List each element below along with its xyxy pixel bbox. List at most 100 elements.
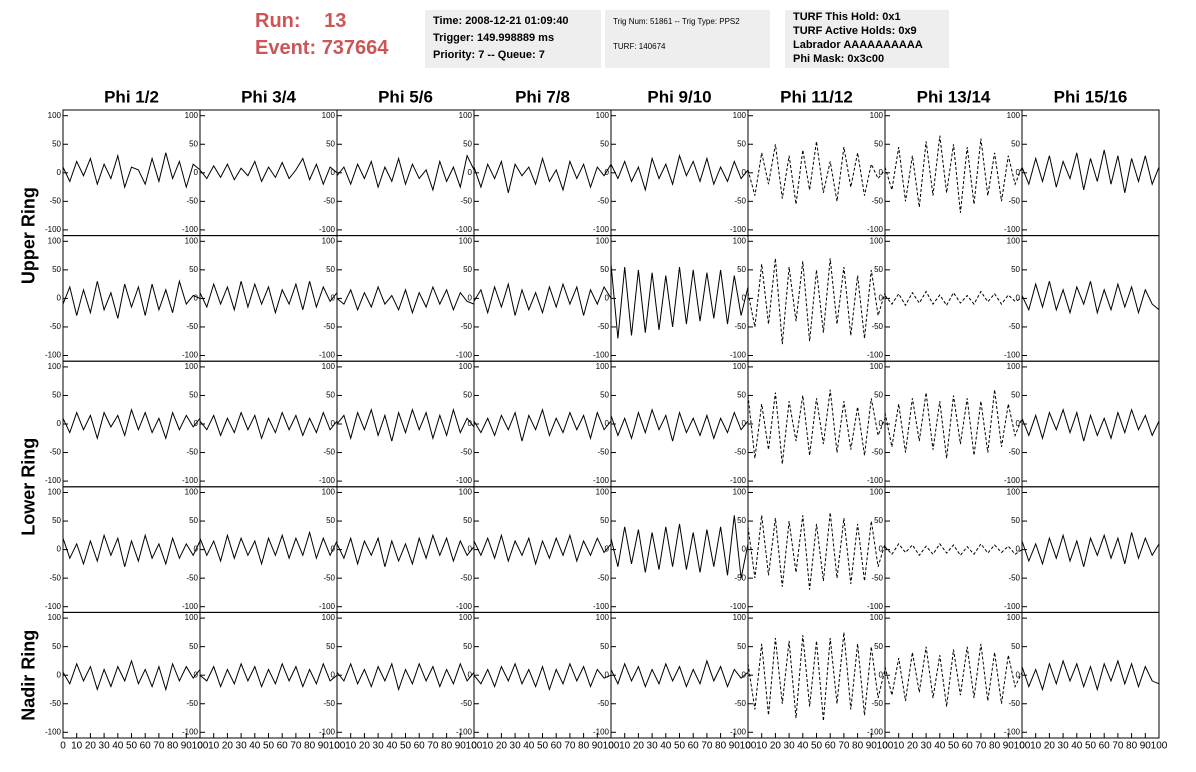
run-label: Run: (255, 10, 301, 32)
column-title: Phi 11/12 (780, 87, 853, 106)
y-tick-label: 0 (1016, 419, 1021, 428)
y-tick-label: -100 (867, 727, 884, 736)
y-tick-label: -50 (734, 699, 746, 708)
y-tick-label: -100 (456, 225, 473, 234)
y-tick-label: 50 (189, 391, 198, 400)
y-tick-label: -50 (597, 573, 609, 582)
x-tick-label: 80 (304, 741, 316, 752)
x-tick-label: 90 (1003, 741, 1015, 752)
x-tick-label: 40 (934, 741, 946, 752)
y-tick-label: 100 (48, 111, 62, 120)
y-tick-label: 0 (331, 545, 336, 554)
panel-frame (473, 360, 612, 488)
y-tick-label: -100 (593, 476, 610, 485)
y-tick-label: -50 (460, 448, 472, 457)
y-tick-label: 0 (605, 545, 610, 554)
y-tick-label: -50 (186, 699, 198, 708)
y-tick-label: 100 (459, 613, 473, 622)
y-tick-label: 0 (194, 419, 199, 428)
y-tick-label: 0 (605, 168, 610, 177)
panel-frame (1021, 109, 1160, 237)
x-tick-label: 50 (811, 741, 823, 752)
y-tick-label: -50 (1008, 196, 1020, 205)
y-tick-label: -50 (1008, 573, 1020, 582)
y-tick-label: 50 (600, 139, 609, 148)
y-tick-label: -100 (593, 351, 610, 360)
y-tick-label: -50 (186, 196, 198, 205)
y-tick-label: -50 (323, 448, 335, 457)
y-tick-label: 50 (463, 642, 472, 651)
y-tick-label: 0 (605, 670, 610, 679)
y-tick-label: 0 (879, 670, 884, 679)
x-tick-label: 90 (866, 741, 878, 752)
y-tick-label: 100 (322, 613, 336, 622)
x-tick-label: 60 (962, 741, 974, 752)
x-tick-label: 60 (551, 741, 563, 752)
info: TURF This Hold: 0x1 (793, 11, 901, 23)
y-tick-label: 0 (331, 168, 336, 177)
run: Run: 13 (255, 10, 346, 33)
x-tick-label: 10 (345, 741, 357, 752)
y-tick-label: -100 (319, 351, 336, 360)
y-tick-label: 50 (52, 516, 61, 525)
x-tick-label: 50 (400, 741, 412, 752)
x-tick-label: 60 (825, 741, 837, 752)
y-tick-label: 100 (322, 362, 336, 371)
info: TURF Active Holds: 0x9 (793, 25, 917, 37)
panel-frame (610, 235, 749, 362)
y-tick-label: -100 (867, 225, 884, 234)
panel-frame (199, 360, 338, 488)
y-tick-label: 0 (57, 545, 62, 554)
info: Trig Num: 51861 -- Trig Type: PPS2 (613, 17, 740, 26)
y-tick-label: -50 (323, 573, 335, 582)
y-tick-label: -50 (49, 196, 61, 205)
x-tick-label: 70 (838, 741, 850, 752)
waveform (336, 154, 475, 192)
y-tick-label: -100 (1004, 351, 1021, 360)
panel-frame (473, 235, 612, 362)
waveform (473, 282, 612, 316)
y-tick-label: -50 (1008, 322, 1020, 331)
panel-frame (336, 360, 475, 488)
y-tick-label: 0 (879, 545, 884, 554)
x-tick-label: 10 (1030, 741, 1042, 752)
y-tick-label: 100 (48, 236, 62, 245)
y-tick-label: 0 (1016, 670, 1021, 679)
y-tick-label: -50 (186, 573, 198, 582)
x-tick-label: 20 (359, 741, 371, 752)
y-tick-label: -100 (45, 351, 62, 360)
y-tick-label: 100 (870, 111, 884, 120)
x-tick-label: 80 (852, 741, 864, 752)
trig-box: Trig Num: 51861 -- Trig Type: PPS2 TURF:… (605, 10, 770, 68)
y-tick-label: -100 (182, 476, 199, 485)
y-tick-label: 50 (874, 391, 883, 400)
y-tick-label: 100 (48, 362, 62, 371)
y-tick-label: 0 (742, 545, 747, 554)
y-tick-label: 100 (459, 111, 473, 120)
y-tick-label: -50 (734, 196, 746, 205)
x-tick-label: 100 (603, 741, 620, 752)
info: Priority: 7 -- Queue: 7 (433, 49, 545, 61)
x-tick-label: 0 (608, 741, 614, 752)
x-tick-label: 70 (1112, 741, 1124, 752)
x-tick-label: 10 (619, 741, 631, 752)
y-tick-label: -50 (871, 573, 883, 582)
panel-frame (199, 235, 338, 362)
y-tick-label: 50 (326, 516, 335, 525)
y-tick-label: 100 (870, 362, 884, 371)
x-tick-label: 0 (197, 741, 203, 752)
y-tick-label: 50 (1011, 265, 1020, 274)
panel-frame (747, 109, 886, 237)
y-tick-label: -50 (186, 322, 198, 331)
y-tick-label: 50 (737, 265, 746, 274)
x-tick-label: 40 (660, 741, 672, 752)
y-tick-label: -100 (730, 602, 747, 611)
y-tick-label: 50 (737, 139, 746, 148)
y-tick-label: 50 (1011, 391, 1020, 400)
x-tick-label: 80 (441, 741, 453, 752)
y-tick-label: -50 (871, 448, 883, 457)
panel-frame (336, 109, 475, 237)
panel-frame (199, 109, 338, 237)
column-title: Phi 5/6 (378, 87, 433, 106)
y-tick-label: 100 (185, 236, 199, 245)
